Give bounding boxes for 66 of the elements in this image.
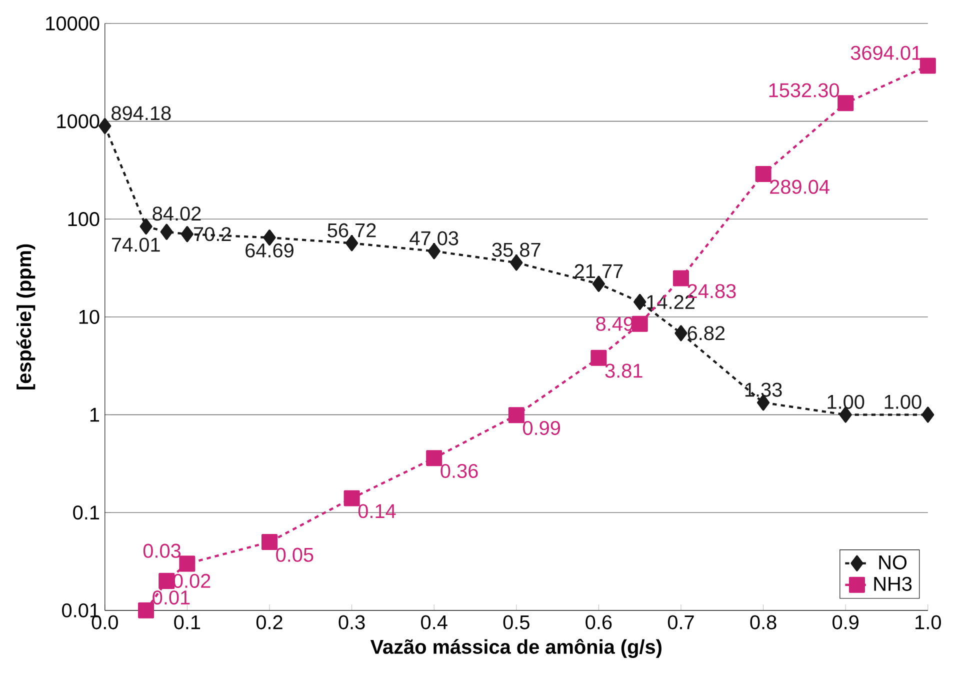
x-tick-label: 0.3 [338, 615, 365, 630]
data-label: 1532.30 [769, 83, 839, 98]
data-label: 3.81 [605, 364, 642, 378]
data-label: 35.87 [492, 242, 540, 257]
point [922, 406, 934, 423]
data-label: 0.99 [522, 420, 560, 435]
point [261, 534, 278, 550]
y-tick-label: 10000 [46, 16, 100, 30]
y-tick-label: 10 [79, 310, 100, 324]
data-label: 3694.01 [850, 46, 922, 60]
x-tick-label: 0.1 [174, 615, 200, 630]
data-label: 74.01 [112, 238, 160, 252]
point [426, 450, 442, 466]
data-label: 6.82 [688, 326, 725, 340]
data-label: 0.01 [152, 590, 190, 604]
point [179, 556, 196, 572]
data-label: 1.00 [828, 394, 864, 409]
x-tick-label: 0.8 [750, 615, 776, 630]
data-label: 1.00 [884, 394, 922, 409]
x-tick-label: 0.7 [668, 615, 694, 630]
x-tick-label: 0.0 [92, 615, 118, 630]
y-tick-label: 1 [90, 408, 100, 422]
data-label: 8.49 [596, 316, 634, 331]
x-tick-label: 0.4 [421, 615, 448, 630]
point [344, 490, 360, 506]
y-axis-title: [espécie] (ppm) [16, 244, 36, 390]
x-axis-title: Vazão mássica de amônia (g/s) [370, 638, 662, 658]
point [590, 350, 607, 366]
point [140, 218, 152, 234]
point [180, 226, 194, 242]
data-label: 0.03 [143, 544, 181, 558]
point [920, 58, 936, 74]
legend-label: NH3 [874, 576, 912, 591]
y-tick-label: 0.01 [62, 603, 100, 618]
point [508, 406, 524, 424]
data-label: 64.69 [246, 243, 294, 258]
y-tick-label: 1000 [57, 114, 100, 128]
point [838, 94, 854, 111]
point [672, 270, 690, 286]
y-tick-label: 100 [68, 212, 100, 226]
point [138, 602, 154, 618]
point [674, 324, 688, 342]
data-label: 47.03 [410, 231, 458, 246]
data-label: 289.04 [770, 180, 830, 194]
y-tick-label: 0.1 [73, 505, 100, 520]
data-label: 894.18 [112, 106, 171, 120]
point [634, 294, 646, 310]
x-tick-label: 0.9 [832, 615, 858, 630]
data-label: 70.2 [194, 226, 231, 242]
data-label: 0.36 [440, 464, 478, 478]
data-label: 0.14 [358, 504, 396, 518]
point [158, 572, 175, 589]
point [632, 316, 648, 332]
data-label: 21.77 [574, 264, 623, 278]
point [160, 224, 173, 240]
data-label: 84.02 [152, 206, 201, 221]
point [755, 166, 772, 182]
data-label: 56.72 [328, 223, 376, 238]
legend-label: NO [879, 555, 907, 570]
data-label: 0.05 [276, 548, 314, 562]
x-tick-label: 0.6 [586, 615, 612, 630]
data-label: 1.33 [745, 382, 782, 397]
x-tick-label: 0.2 [256, 615, 282, 630]
x-tick-label: 1.0 [916, 615, 941, 630]
point [98, 118, 112, 134]
x-tick-label: 0.5 [503, 615, 530, 630]
